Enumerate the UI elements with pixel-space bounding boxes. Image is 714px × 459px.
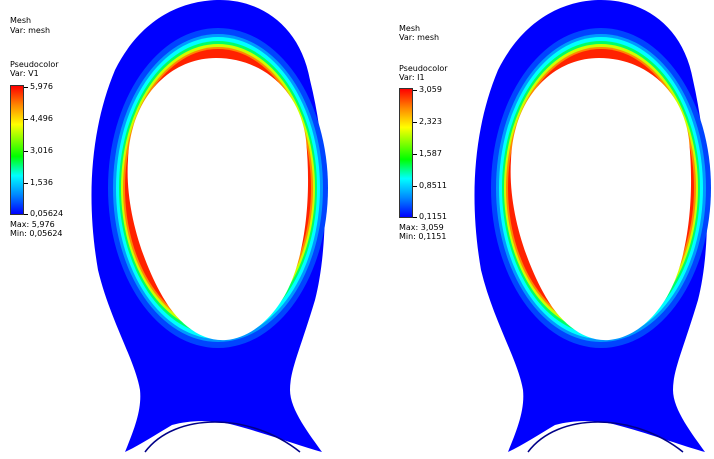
- plasma-core-left: [127, 58, 309, 341]
- min-value: Min: 0,05624: [10, 229, 63, 238]
- mesh-title: Mesh: [399, 24, 421, 33]
- pseudocolor-var: Var: I1: [399, 73, 425, 82]
- tick-label: 0,8511: [419, 181, 447, 190]
- tick-mark: [413, 90, 417, 91]
- tick-label: 4,496: [30, 114, 53, 123]
- colorbar: [399, 88, 413, 218]
- max-value: Max: 3,059: [399, 223, 444, 232]
- divertor-cutout-left: [155, 428, 290, 452]
- tick-label-max: 3,059: [419, 85, 442, 94]
- pseudocolor-title: Pseudocolor: [10, 60, 59, 69]
- mesh-var: Var: mesh: [10, 26, 51, 35]
- tick-label: 1,536: [30, 178, 53, 187]
- mesh-var: Var: mesh: [399, 33, 440, 42]
- tick-label-min: 0,05624: [30, 209, 64, 218]
- tick-label-min: 0,1151: [419, 212, 447, 221]
- tick-label: 2,323: [419, 117, 442, 126]
- pseudocolor-var: Var: V1: [10, 69, 39, 78]
- tick-label: 1,587: [419, 149, 442, 158]
- pseudocolor-title: Pseudocolor: [399, 64, 448, 73]
- tick-mark: [24, 183, 28, 184]
- tokamak-plot-right: [474, 0, 711, 453]
- tokamak-plot-left: [91, 0, 328, 453]
- tick-mark: [413, 122, 417, 123]
- tick-mark: [24, 119, 28, 120]
- tick-mark: [24, 87, 28, 88]
- plot-panel-left: Mesh Var: mesh Pseudocolor Var: V1 5,976…: [10, 0, 328, 453]
- divertor-lines-right: [527, 421, 684, 453]
- min-value: Min: 0,1151: [399, 232, 447, 241]
- divertor-cutout-right: [538, 428, 673, 452]
- plot-panel-right: Mesh Var: mesh Pseudocolor Var: I1 3,059…: [357, 0, 714, 459]
- tick-mark: [24, 214, 28, 215]
- tick-mark: [413, 154, 417, 155]
- divertor-lines-left: [144, 421, 301, 453]
- mesh-title: Mesh: [10, 16, 32, 25]
- plasma-core-right: [510, 58, 692, 341]
- max-value: Max: 5,976: [10, 220, 55, 229]
- tick-mark: [413, 217, 417, 218]
- tick-label-max: 5,976: [30, 82, 53, 91]
- colorbar: [10, 85, 24, 215]
- tick-mark: [413, 186, 417, 187]
- tick-mark: [24, 151, 28, 152]
- tick-label: 3,016: [30, 146, 53, 155]
